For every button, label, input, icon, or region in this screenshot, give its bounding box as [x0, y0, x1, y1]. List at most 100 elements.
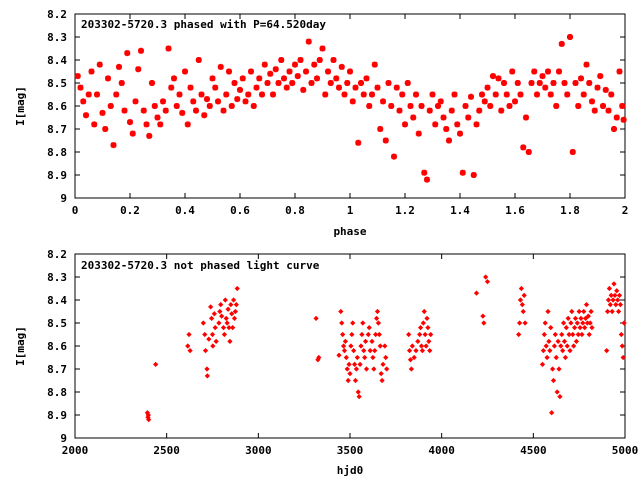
data-point	[360, 320, 366, 326]
data-point	[369, 91, 375, 98]
data-point	[218, 301, 224, 308]
data-point	[185, 343, 191, 349]
data-point	[613, 114, 620, 121]
data-point	[483, 274, 489, 280]
data-point	[521, 292, 527, 299]
data-point	[129, 130, 136, 137]
data-point	[560, 320, 567, 326]
data-point	[162, 107, 169, 114]
data-point	[297, 57, 304, 63]
data-point	[546, 338, 552, 345]
data-point	[303, 68, 309, 75]
data-point	[597, 73, 604, 80]
data-point	[541, 331, 547, 338]
data-point	[406, 331, 412, 338]
data-point	[202, 331, 208, 338]
data-point	[261, 61, 268, 68]
y-tick-label: 8.7	[47, 363, 67, 376]
data-point	[560, 347, 566, 354]
x-tick-label: 3500	[337, 444, 364, 457]
y-tick-label: 8.2	[47, 8, 67, 21]
data-point	[523, 114, 529, 121]
data-point	[391, 153, 397, 160]
data-point	[208, 304, 214, 310]
data-point	[451, 91, 458, 98]
data-point	[396, 107, 403, 114]
data-point	[540, 347, 547, 354]
data-point	[259, 91, 265, 98]
data-point	[201, 112, 208, 119]
data-point	[373, 331, 379, 338]
data-point	[74, 73, 81, 80]
y-tick-label: 8.5	[47, 77, 67, 90]
data-point	[580, 320, 586, 326]
data-point	[393, 84, 400, 91]
data-point	[350, 320, 356, 326]
data-point	[583, 301, 590, 308]
data-point	[411, 354, 417, 361]
data-point	[557, 393, 563, 400]
data-point	[611, 126, 617, 132]
data-point	[542, 84, 549, 91]
data-point	[578, 75, 584, 82]
x-tick-label: 0.6	[230, 204, 250, 217]
data-point	[571, 343, 577, 349]
data-point	[617, 301, 624, 308]
data-point	[525, 149, 532, 155]
x-axis-label: phase	[333, 225, 366, 238]
data-point	[378, 370, 384, 377]
data-point	[222, 297, 228, 303]
data-point	[319, 45, 326, 52]
data-point	[417, 324, 424, 331]
data-point	[232, 308, 239, 315]
data-point	[559, 331, 565, 338]
data-point	[208, 315, 215, 322]
data-point	[226, 324, 232, 331]
data-point	[421, 169, 428, 176]
y-tick-label: 8.4	[47, 294, 67, 307]
data-point	[614, 288, 620, 294]
data-point	[506, 103, 513, 109]
data-point	[217, 308, 223, 315]
data-point	[227, 338, 233, 345]
data-point	[143, 121, 150, 128]
data-point	[587, 320, 593, 326]
data-point	[341, 91, 348, 98]
data-point	[363, 366, 370, 372]
data-point	[407, 103, 414, 109]
data-point	[371, 61, 378, 68]
data-point	[204, 366, 210, 372]
data-point	[611, 281, 617, 287]
data-point	[551, 343, 558, 349]
data-point	[105, 75, 111, 82]
data-point	[313, 315, 319, 322]
data-point	[226, 68, 232, 75]
data-point	[377, 126, 384, 132]
data-point	[415, 338, 421, 345]
data-point	[606, 285, 613, 292]
data-point	[404, 80, 411, 86]
data-point	[187, 347, 193, 354]
data-point	[281, 75, 287, 82]
data-point	[362, 338, 369, 345]
data-point	[333, 75, 340, 82]
x-tick-label: 2500	[153, 444, 180, 457]
data-point	[620, 354, 626, 361]
data-point	[604, 347, 610, 354]
data-point	[550, 80, 557, 86]
data-point	[211, 311, 217, 317]
data-point	[195, 57, 202, 63]
data-point	[566, 331, 572, 338]
data-point	[544, 354, 550, 361]
data-point	[607, 301, 613, 308]
data-point	[552, 331, 558, 338]
data-point	[545, 308, 551, 315]
data-point	[340, 331, 346, 338]
data-point	[605, 107, 612, 114]
data-point	[245, 91, 252, 98]
data-point	[322, 91, 329, 98]
data-point	[253, 84, 260, 91]
data-point	[151, 103, 158, 109]
data-point	[355, 389, 361, 395]
data-point	[345, 377, 351, 384]
